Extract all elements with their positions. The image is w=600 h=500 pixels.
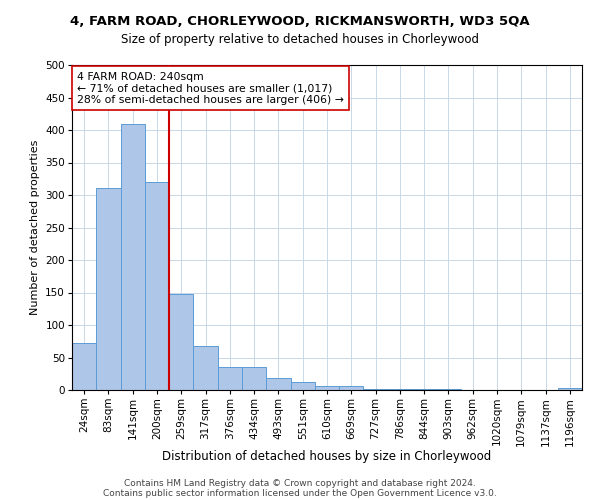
Bar — [121, 124, 145, 390]
Bar — [193, 346, 218, 390]
Bar — [558, 388, 582, 390]
Text: 4, FARM ROAD, CHORLEYWOOD, RICKMANSWORTH, WD3 5QA: 4, FARM ROAD, CHORLEYWOOD, RICKMANSWORTH… — [70, 15, 530, 28]
Bar — [218, 366, 242, 390]
Text: Contains public sector information licensed under the Open Government Licence v3: Contains public sector information licen… — [103, 488, 497, 498]
Text: 4 FARM ROAD: 240sqm
← 71% of detached houses are smaller (1,017)
28% of semi-det: 4 FARM ROAD: 240sqm ← 71% of detached ho… — [77, 72, 344, 104]
Bar — [145, 182, 169, 390]
Bar — [72, 343, 96, 390]
Text: Contains HM Land Registry data © Crown copyright and database right 2024.: Contains HM Land Registry data © Crown c… — [124, 478, 476, 488]
Y-axis label: Number of detached properties: Number of detached properties — [30, 140, 40, 315]
Bar — [290, 382, 315, 390]
Bar — [315, 386, 339, 390]
Bar — [96, 188, 121, 390]
Bar — [242, 367, 266, 390]
Text: Size of property relative to detached houses in Chorleywood: Size of property relative to detached ho… — [121, 32, 479, 46]
Bar — [169, 294, 193, 390]
Bar — [339, 386, 364, 390]
Bar — [266, 378, 290, 390]
X-axis label: Distribution of detached houses by size in Chorleywood: Distribution of detached houses by size … — [163, 450, 491, 463]
